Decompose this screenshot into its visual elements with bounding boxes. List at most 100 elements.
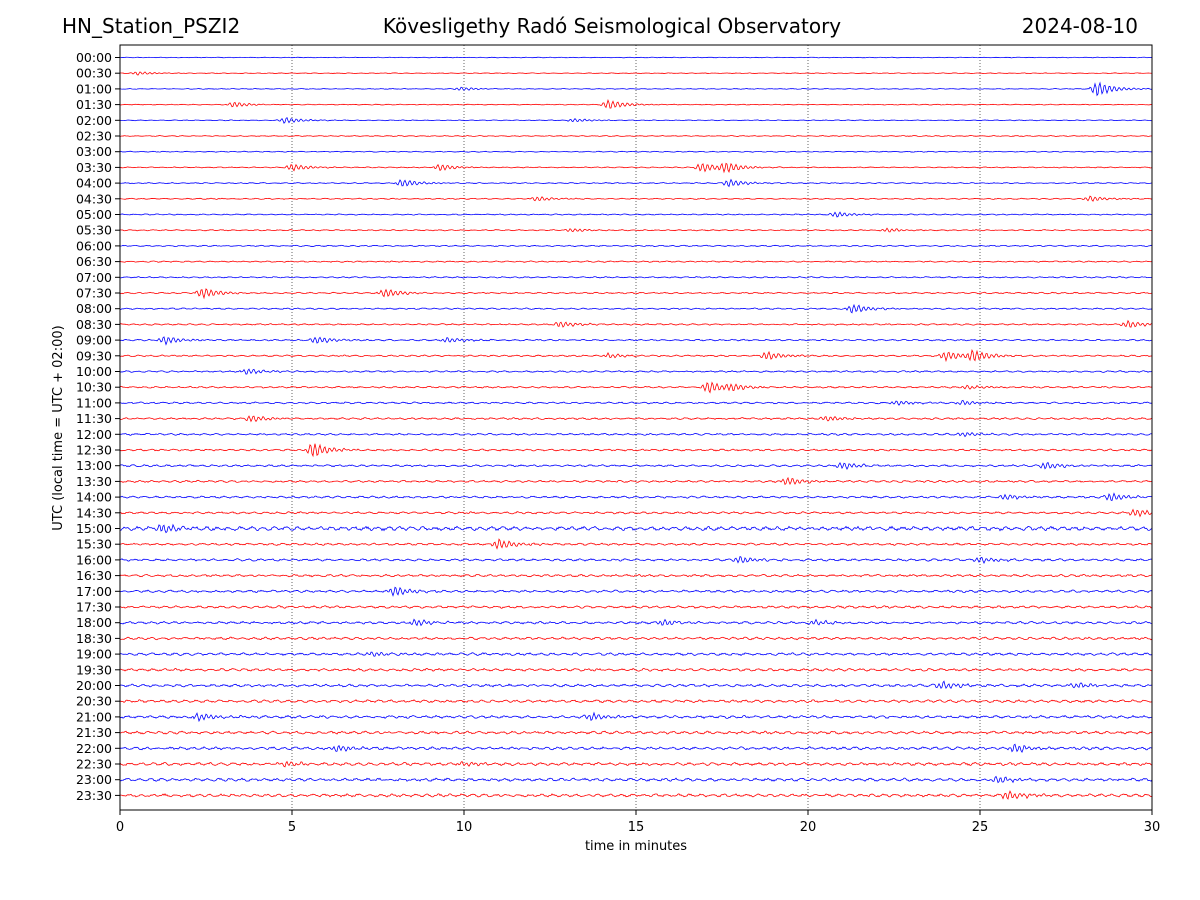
y-tick-label: 01:00 bbox=[76, 81, 112, 96]
trace-2000 bbox=[119, 680, 1153, 690]
y-tick-label: 12:30 bbox=[76, 443, 112, 458]
trace-0800 bbox=[119, 303, 1153, 314]
y-tick-label: 07:00 bbox=[76, 270, 112, 285]
trace-0030 bbox=[119, 71, 1153, 76]
y-tick-label: 06:30 bbox=[76, 254, 112, 269]
y-tick-label: 07:30 bbox=[76, 286, 112, 301]
y-tick-label: 03:30 bbox=[76, 160, 112, 175]
trace-0600 bbox=[119, 244, 1153, 248]
trace-0930 bbox=[119, 349, 1153, 363]
y-tick-label: 22:00 bbox=[76, 741, 112, 756]
y-tick-label: 13:30 bbox=[76, 474, 112, 489]
x-tick-label: 25 bbox=[972, 820, 989, 835]
trace-1330 bbox=[119, 476, 1153, 486]
y-tick-label: 11:30 bbox=[76, 411, 112, 426]
y-tick-label: 16:30 bbox=[76, 568, 112, 583]
trace-0230 bbox=[119, 135, 1153, 137]
x-tick-labels: 0 5 10 15 20 25 30 bbox=[116, 810, 1160, 835]
y-tick-label: 00:00 bbox=[76, 50, 112, 65]
chart-title: Kövesligethy Radó Seismological Observat… bbox=[382, 14, 842, 38]
y-tick-label: 00:30 bbox=[76, 66, 112, 81]
trace-1030 bbox=[119, 381, 1153, 394]
x-tick-label: 30 bbox=[1144, 820, 1161, 835]
y-tick-label: 19:30 bbox=[76, 662, 112, 677]
y-tick-label: 23:30 bbox=[76, 788, 112, 803]
trace-2130 bbox=[119, 730, 1153, 735]
x-axis-label: time in minutes bbox=[585, 839, 687, 854]
trace-0630 bbox=[119, 260, 1153, 263]
y-tick-labels: 00:0000:3001:0001:3002:0002:3003:0003:30… bbox=[76, 50, 120, 803]
trace-1700 bbox=[119, 586, 1153, 597]
y-tick-label: 09:30 bbox=[76, 348, 112, 363]
y-tick-label: 23:00 bbox=[76, 772, 112, 787]
y-axis-label: UTC (local time = UTC + 02:00) bbox=[51, 325, 66, 530]
trace-2200 bbox=[119, 743, 1153, 753]
trace-2330 bbox=[119, 790, 1153, 800]
y-tick-label: 04:30 bbox=[76, 191, 112, 206]
trace-1230 bbox=[119, 443, 1153, 458]
trace-1300 bbox=[119, 461, 1153, 470]
y-tick-label: 16:00 bbox=[76, 552, 112, 567]
y-tick-label: 06:00 bbox=[76, 238, 112, 253]
trace-0700 bbox=[119, 276, 1153, 279]
station-name: HN_Station_PSZI2 bbox=[62, 14, 241, 38]
trace-1430 bbox=[119, 508, 1153, 518]
trace-1930 bbox=[119, 667, 1153, 672]
y-tick-label: 01:30 bbox=[76, 97, 112, 112]
y-tick-label: 20:30 bbox=[76, 694, 112, 709]
trace-1730 bbox=[119, 605, 1153, 609]
trace-0530 bbox=[119, 227, 1153, 233]
y-tick-label: 13:00 bbox=[76, 458, 112, 473]
trace-1600 bbox=[119, 556, 1153, 565]
y-tick-label: 05:00 bbox=[76, 207, 112, 222]
trace-1530 bbox=[119, 538, 1153, 550]
y-tick-label: 11:00 bbox=[76, 395, 112, 410]
y-tick-label: 19:00 bbox=[76, 647, 112, 662]
y-tick-label: 08:00 bbox=[76, 301, 112, 316]
y-tick-label: 15:30 bbox=[76, 537, 112, 552]
y-tick-label: 14:00 bbox=[76, 490, 112, 505]
trace-1200 bbox=[119, 432, 1153, 438]
trace-0200 bbox=[119, 117, 1153, 124]
x-tick-label: 10 bbox=[456, 820, 473, 835]
trace-0400 bbox=[119, 178, 1153, 188]
y-tick-label: 14:30 bbox=[76, 505, 112, 520]
y-tick-label: 21:30 bbox=[76, 725, 112, 740]
y-tick-label: 18:00 bbox=[76, 615, 112, 630]
y-tick-label: 18:30 bbox=[76, 631, 112, 646]
trace-1830 bbox=[119, 636, 1153, 641]
x-tick-label: 15 bbox=[628, 820, 645, 835]
x-tick-label: 20 bbox=[800, 820, 817, 835]
y-tick-label: 05:30 bbox=[76, 223, 112, 238]
trace-0130 bbox=[119, 99, 1153, 109]
y-tick-label: 22:30 bbox=[76, 757, 112, 772]
trace-0430 bbox=[119, 195, 1153, 202]
trace-1500 bbox=[119, 523, 1153, 534]
y-tick-label: 10:30 bbox=[76, 380, 112, 395]
vertical-gridlines bbox=[291, 45, 981, 810]
trace-0330 bbox=[119, 162, 1153, 174]
trace-0900 bbox=[119, 336, 1153, 346]
x-tick-label: 5 bbox=[288, 820, 296, 835]
y-tick-label: 15:00 bbox=[76, 521, 112, 536]
trace-1130 bbox=[119, 415, 1153, 423]
y-tick-label: 12:00 bbox=[76, 427, 112, 442]
trace-2030 bbox=[119, 699, 1153, 704]
y-tick-label: 21:00 bbox=[76, 709, 112, 724]
y-tick-label: 03:00 bbox=[76, 144, 112, 159]
y-tick-label: 17:00 bbox=[76, 584, 112, 599]
trace-1100 bbox=[119, 399, 1153, 406]
y-tick-label: 09:00 bbox=[76, 333, 112, 348]
chart-date: 2024-08-10 bbox=[1021, 14, 1138, 38]
trace-0830 bbox=[119, 319, 1153, 328]
trace-0500 bbox=[119, 211, 1153, 218]
y-tick-label: 02:00 bbox=[76, 113, 112, 128]
y-tick-label: 08:30 bbox=[76, 317, 112, 332]
trace-1800 bbox=[119, 618, 1153, 627]
seismogram-traces bbox=[119, 56, 1153, 800]
x-tick-label: 0 bbox=[116, 820, 124, 835]
trace-0100 bbox=[119, 81, 1153, 97]
trace-2100 bbox=[119, 711, 1153, 723]
trace-0730 bbox=[119, 288, 1153, 300]
